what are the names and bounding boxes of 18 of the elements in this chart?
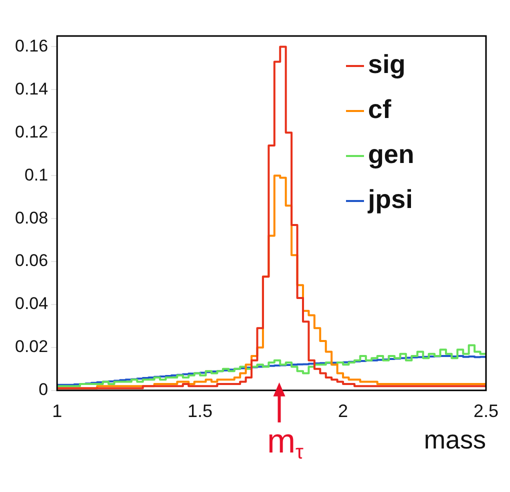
- x-tick-label: 2: [338, 401, 348, 422]
- y-tick-label: 0.14: [14, 79, 48, 98]
- legend-label: gen: [368, 139, 414, 170]
- y-tick-label: 0.12: [14, 122, 48, 142]
- y-tick-label: 0.1: [24, 165, 48, 184]
- x-tick-label: 1: [52, 401, 62, 422]
- y-tick-label: 0: [38, 380, 48, 400]
- legend-label: jpsi: [367, 184, 413, 214]
- legend-label: sig: [368, 49, 406, 80]
- x-tick-label: 2.5: [473, 401, 499, 422]
- x-tick-label: 1.5: [188, 401, 213, 422]
- y-tick-label: 0.16: [14, 36, 48, 56]
- y-tick-label: 0.02: [14, 337, 48, 356]
- x-axis-title: mass: [424, 424, 486, 454]
- legend-label: cf: [368, 94, 392, 124]
- y-tick-label: 0.04: [14, 294, 48, 314]
- y-tick-label: 0.08: [14, 208, 48, 228]
- y-tick-label: 0.06: [14, 251, 48, 270]
